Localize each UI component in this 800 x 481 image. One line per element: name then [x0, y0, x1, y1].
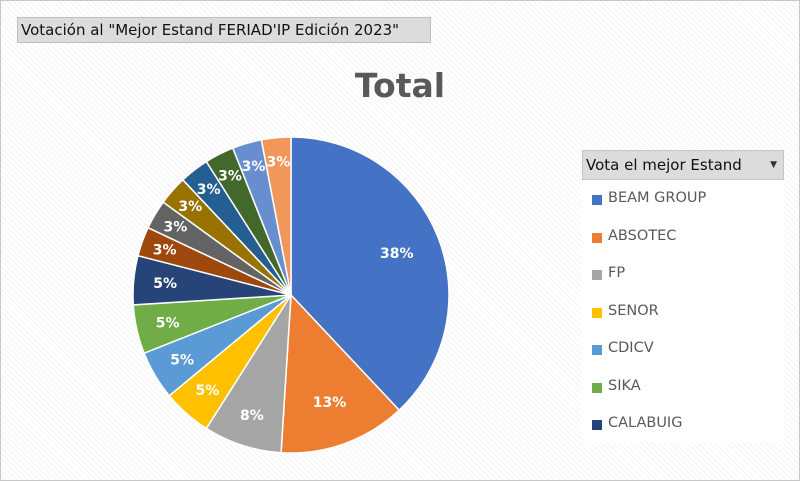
data-label-9: 3%: [178, 199, 202, 215]
data-label-3: 5%: [196, 383, 220, 399]
legend-label: CALABUIG: [608, 415, 683, 431]
legend-label: CDICV: [608, 340, 654, 356]
legend-label: FP: [608, 265, 626, 281]
data-label-0: 38%: [380, 246, 414, 262]
data-label-8: 3%: [164, 220, 188, 236]
legend-item-3[interactable]: SENOR: [582, 299, 782, 337]
legend-item-5[interactable]: SIKA: [582, 374, 782, 412]
legend-swatch: [592, 307, 602, 318]
legend-swatch: [592, 195, 602, 205]
legend-item-1[interactable]: ABSOTEC: [582, 224, 782, 262]
filter-dropdown-icon[interactable]: ▼: [770, 160, 777, 170]
legend-item-2[interactable]: FP: [582, 261, 782, 299]
legend-filter-header[interactable]: Vota el mejor Estand ▼: [582, 150, 784, 180]
data-label-11: 3%: [218, 168, 242, 184]
data-label-6: 5%: [153, 276, 177, 292]
legend-label: ABSOTEC: [608, 227, 677, 244]
data-label-5: 5%: [156, 316, 180, 332]
legend-item-6[interactable]: CALABUIG: [582, 411, 782, 449]
pivot-header-label[interactable]: Votación al "Mejor Estand FERIAD'IP Edic…: [17, 17, 431, 43]
legend-swatch: [592, 345, 602, 355]
legend-label: SENOR: [608, 302, 659, 319]
data-label-4: 5%: [170, 352, 194, 368]
chart-title: Total: [354, 66, 446, 105]
data-label-12: 3%: [242, 159, 266, 175]
legend-swatch: [592, 382, 602, 393]
pie-slice-1[interactable]: [280, 293, 401, 454]
data-label-7: 3%: [153, 243, 177, 259]
legend-swatch: [592, 232, 602, 243]
legend: Vota el mejor Estand ▼ BEAM GROUP ABSOTEC…: [582, 150, 784, 442]
pie-slice-0[interactable]: [290, 136, 450, 412]
legend-items: BEAM GROUP ABSOTEC FP SENOR CDICV SIKA CALABUI…: [582, 186, 782, 449]
data-label-1: 13%: [313, 395, 347, 411]
legend-swatch: [592, 420, 602, 430]
data-label-13: 3%: [266, 154, 290, 170]
legend-item-4[interactable]: CDICV: [582, 336, 782, 374]
legend-title: Vota el mejor Estand: [586, 156, 742, 174]
legend-label: BEAM GROUP: [608, 190, 707, 206]
data-label-10: 3%: [197, 182, 221, 198]
legend-label: SIKA: [608, 377, 641, 394]
legend-swatch: [592, 270, 602, 280]
legend-item-0[interactable]: BEAM GROUP: [582, 186, 782, 224]
pie-slice-13[interactable]: [260, 136, 292, 296]
data-label-2: 8%: [240, 408, 264, 424]
